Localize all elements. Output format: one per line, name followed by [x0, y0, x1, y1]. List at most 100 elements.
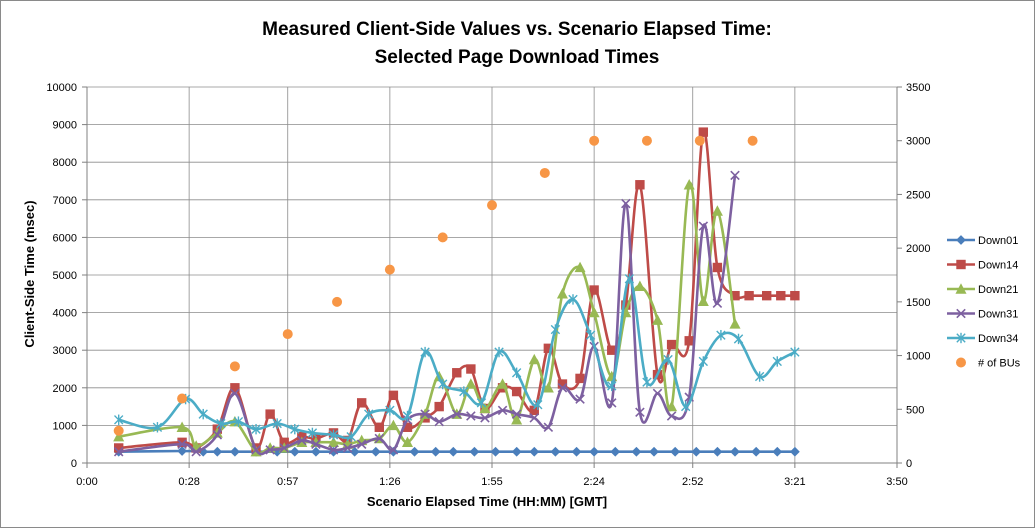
- data-point: [624, 273, 635, 284]
- data-point: [297, 435, 307, 446]
- data-point: [621, 198, 631, 209]
- data-point: [772, 356, 782, 367]
- data-point-stroke: [511, 409, 522, 419]
- data-point-stroke: [480, 413, 490, 423]
- data-point: [542, 382, 554, 393]
- data-point: [385, 405, 395, 416]
- data-point: [364, 408, 374, 420]
- legend-marker-stroke: [956, 308, 966, 319]
- data-point: [557, 383, 568, 393]
- data-point-stroke: [356, 439, 367, 449]
- data-point: [776, 290, 786, 301]
- data-point: [176, 421, 188, 432]
- x-tick-label: 2:52: [682, 476, 703, 488]
- chart-title: Measured Client-Side Values vs. Scenario…: [262, 19, 772, 40]
- data-point-stroke: [279, 443, 289, 453]
- data-point: [420, 409, 430, 419]
- legend-item: Down31: [947, 309, 1018, 321]
- data-point: [469, 446, 480, 457]
- data-point-stroke: [452, 409, 462, 419]
- series-down34: [114, 273, 800, 442]
- data-point-stroke: [529, 413, 540, 423]
- data-point: [452, 409, 462, 419]
- gridlines: [86, 86, 898, 464]
- legend-label: Down01: [978, 235, 1018, 247]
- data-point: [550, 446, 561, 457]
- x-tick-label: 3:21: [784, 476, 805, 488]
- x-axis-title: Scenario Elapsed Time (HH:MM) [GMT]: [367, 494, 607, 509]
- y2-tick-label: 1500: [906, 297, 930, 309]
- data-point: [712, 298, 723, 308]
- data-point-stroke: [342, 443, 353, 453]
- series-down21: [113, 178, 741, 457]
- data-point: [272, 418, 282, 429]
- data-point-stroke: [212, 430, 223, 440]
- legend-item: # of BUs: [956, 357, 1021, 370]
- data-point: [556, 288, 568, 299]
- y-tick-label: 6000: [53, 232, 77, 244]
- data-point: [730, 170, 740, 181]
- series-down01: [113, 446, 800, 457]
- data-point-stroke: [297, 435, 307, 446]
- y-tick-label: 8000: [53, 157, 77, 169]
- data-point: [574, 261, 586, 273]
- legend-marker: [955, 283, 967, 294]
- data-point: [568, 294, 578, 305]
- data-point-stroke: [434, 416, 444, 427]
- data-point: [529, 413, 540, 423]
- data-point-stroke: [251, 445, 261, 455]
- data-point: [311, 446, 321, 457]
- data-point-stroke: [666, 411, 677, 421]
- data-point: [328, 445, 339, 455]
- y-tick-label: 9000: [53, 120, 77, 132]
- data-point: [641, 135, 652, 146]
- data-point-stroke: [543, 422, 554, 433]
- legend-label: Down21: [978, 284, 1018, 296]
- x-tick-label: 0:28: [178, 476, 199, 488]
- data-point-stroke: [575, 394, 585, 404]
- data-point: [356, 398, 367, 408]
- chart-subtitle: Selected Page Download Times: [375, 47, 660, 68]
- data-point: [712, 262, 723, 273]
- data-point: [649, 446, 659, 457]
- data-point: [642, 376, 652, 388]
- data-point: [698, 356, 708, 367]
- data-point: [575, 373, 585, 384]
- legend-label: Down14: [978, 260, 1018, 272]
- data-point-stroke: [177, 439, 187, 449]
- y-tick-label: 1000: [53, 420, 77, 432]
- y-axis-title: Client-Side Time (msec): [22, 200, 37, 347]
- data-point: [387, 419, 399, 431]
- data-point: [459, 386, 469, 397]
- legend-marker: [956, 308, 966, 319]
- data-point: [585, 329, 596, 341]
- x-tick-label: 1:55: [481, 476, 502, 488]
- data-point: [729, 318, 741, 329]
- data-point: [190, 440, 202, 451]
- data-point: [289, 446, 300, 457]
- data-point: [388, 445, 399, 455]
- data-point: [430, 446, 441, 457]
- data-point: [113, 446, 124, 457]
- legend-marker: [956, 235, 966, 245]
- data-point: [528, 353, 540, 365]
- data-point: [634, 280, 646, 291]
- data-point: [789, 446, 800, 457]
- data-point: [790, 346, 800, 358]
- data-point: [177, 439, 187, 449]
- data-point: [251, 445, 261, 455]
- data-point-stroke: [328, 445, 339, 455]
- data-point: [307, 427, 318, 439]
- data-point: [490, 446, 501, 457]
- data-point: [790, 290, 800, 301]
- y-tick-label: 5000: [53, 270, 77, 282]
- x-tick-label: 0:57: [277, 476, 298, 488]
- data-point: [712, 446, 723, 457]
- data-point: [511, 409, 522, 419]
- y-tick-label: 2000: [53, 383, 77, 395]
- data-point-stroke: [652, 388, 663, 399]
- data-point: [684, 336, 694, 346]
- series-line: [118, 181, 737, 455]
- data-point: [761, 290, 772, 301]
